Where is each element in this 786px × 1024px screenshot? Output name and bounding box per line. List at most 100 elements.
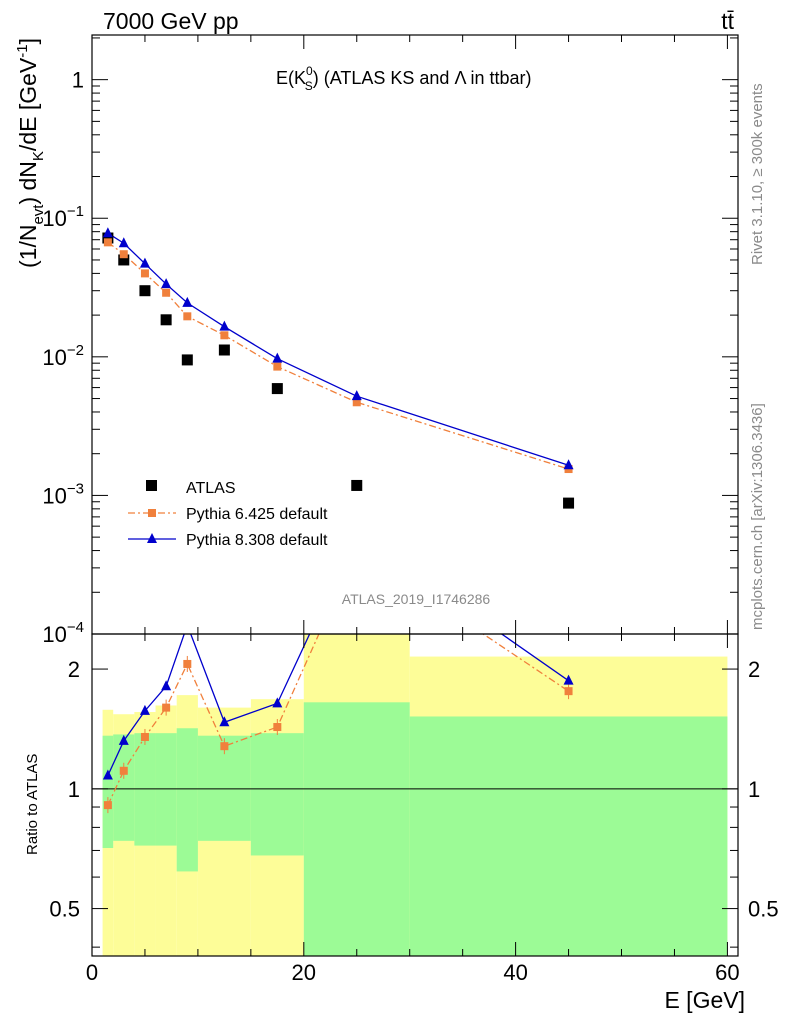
atlas-point-6 [271,383,283,395]
y-tick-label-exp-2: −2 [67,342,84,359]
legend-label-pythia6: Pythia 6.425 default [186,506,328,523]
y-axis-title-part-4: /dE [GeV [15,57,41,151]
x-tick-label-0: 0 [86,960,98,985]
y-tick-label-exp-1: −1 [67,203,84,220]
pythia8-point-2 [139,257,150,268]
y-tick-label-0: 1 [72,68,84,93]
pythia6-point-6 [273,362,282,371]
pythia6-point-0 [103,238,112,247]
band-inner-bin-2 [134,733,156,846]
y-tick-label-4: 10−4 [42,619,84,647]
x-axis-title: E [GeV] [664,987,745,1013]
y-tick-label-exp-3: −3 [67,480,84,497]
y-axis-title: (1/Nevt) dNK/dE [GeV-1] [14,38,47,268]
atlas-point-0 [102,232,114,244]
legend-label-pythia8: Pythia 8.308 default [186,532,328,549]
ratio-tick-label-right-1: 1 [748,777,760,802]
band-inner-bin-7 [303,702,410,956]
ratio-tick-label-left-1: 1 [68,777,80,802]
pythia6-ratio-point-4 [183,659,192,668]
pythia6-ratio-point-5 [220,742,229,751]
y-tick-label-base-2: 10 [42,345,66,370]
pythia6-ratio-point-3 [162,703,171,712]
ratio-axis-title: Ratio to ATLAS [24,754,41,855]
ratio-tick-label-left-2: 2 [68,657,80,682]
pythia6-ratio-point-6 [273,723,282,732]
chart-title-main: E(K [276,68,306,88]
band-inner-bin-3 [155,733,177,846]
band-inner-bin-0 [102,735,114,848]
ratio-panel-frame [91,633,739,957]
pythia6-ratio-point-2 [140,732,149,741]
y-tick-label-base-3: 10 [42,483,66,508]
pythia6-ratio-point-8 [564,687,573,696]
pythia6-point-4 [183,312,192,321]
chart-title-sup: 0 [306,64,313,78]
chart-title-sub: S [305,79,313,93]
y-axis-title-part-6: ] [15,38,41,44]
ratio-tick-label-left-0: 0.5 [49,897,80,922]
legend-marker-pythia8 [147,533,157,543]
pythia8-ratio-point-3 [161,680,172,691]
pythia8-ratio-point-0 [102,769,113,780]
atlas-point-5 [218,344,230,356]
pythia8-ratio-point-1 [118,734,129,745]
pythia6-point-2 [140,269,149,278]
y-axis-title-part-2: ) dN [15,161,41,204]
band-inner-bin-4 [176,728,198,872]
legend-marker-pythia6 [148,509,156,517]
pythia8-point-7 [351,390,362,401]
pythia8-point-4 [182,296,193,307]
atlas-point-4 [181,354,193,366]
pythia8-ratio-point-6 [272,697,283,708]
pythia8-point-3 [161,278,172,289]
chart-title: E(K0 S) (ATLAS KS and Λ in ttbar) [276,64,532,93]
y-axis-title-part-5: -1 [14,44,31,57]
rivet-label: Rivet 3.1.10, ≥ 300k events [749,83,766,265]
legend: ATLAS Pythia 6.425 default Pythia 8.308 … [128,480,328,549]
pythia8-point-1 [118,237,129,248]
ratio-tick-label-right-0: 0.5 [748,897,779,922]
pythia8-line [107,232,569,466]
y-tick-label-3: 10−3 [42,480,84,508]
atlas-point-3 [160,314,172,326]
uncertainty-band-inner [102,702,728,956]
mcplots-label: mcplots.cern.ch [arXiv:1306.3436] [749,403,766,630]
pythia8-ratio-point-7 [352,527,362,537]
atlas-point-7 [351,479,363,491]
atlas-point-8 [563,497,575,509]
band-inner-bin-1 [113,734,135,841]
pythia8-ratio-point-2 [139,704,150,715]
y-tick-label-2: 10−2 [42,342,84,370]
y-tick-label-base-0: 1 [72,68,84,93]
analysis-id: ATLAS_2019_I1746286 [342,591,491,607]
beam-label: 7000 GeV pp [103,8,239,34]
pythia6-point-7 [352,398,361,407]
pythia8-ratio-point-4 [182,619,192,629]
pythia6-ratio-line [107,634,569,806]
y-tick-label-base-4: 10 [42,622,66,647]
band-inner-bin-6 [250,733,304,856]
band-inner-bin-8 [409,716,728,956]
pythia8-point-5 [219,320,230,331]
atlas-point-1 [118,254,130,266]
x-tick-label-1: 20 [292,960,316,985]
pythia8-point-0 [102,227,113,238]
y-tick-label-1: 10−1 [42,203,84,231]
y-axis-title-part-3: K [30,151,47,161]
pythia8-ratio-point-5 [219,716,230,727]
y-tick-label-base-1: 10 [42,206,66,231]
ratio-tick-label-right-2: 2 [748,657,760,682]
pythia6-point-1 [119,250,128,259]
pythia6-point-3 [162,288,171,297]
pythia8-point-6 [272,352,283,363]
pythia6-ratio-point-1 [119,766,128,775]
chart-title-rest: ) (ATLAS KS and Λ in ttbar) [313,68,532,88]
pythia6-ratio-point-7 [353,545,361,553]
y-axis-title-part-0: (1/N [15,225,41,268]
pythia6-line [107,241,569,470]
pythia6-ratio-point-0 [103,801,112,810]
process-label: tt̄ [721,8,734,34]
pythia8-point-8 [563,459,574,470]
